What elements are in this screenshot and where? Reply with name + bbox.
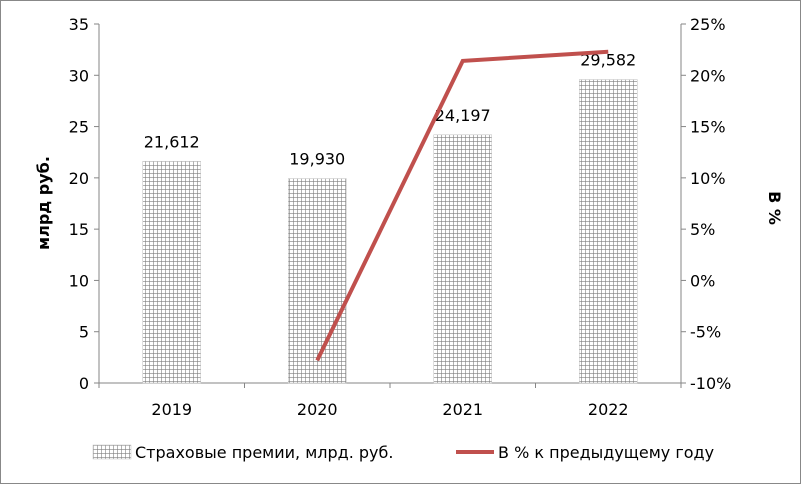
bar-2021: [434, 135, 492, 383]
y2-axis-title: В %: [765, 191, 784, 225]
x-tick-label: 2022: [588, 400, 629, 419]
data-label: 21,612: [144, 132, 200, 151]
y2-tick-label: -10%: [690, 374, 731, 393]
y2-tick-label: -5%: [690, 323, 721, 342]
legend-bar-swatch: [93, 445, 131, 459]
y-tick-label: 0: [79, 374, 89, 393]
bar-2020: [288, 179, 346, 383]
y2-tick-label: 25%: [690, 15, 726, 34]
bar-2022: [579, 80, 637, 383]
x-tick-label: 2019: [151, 400, 192, 419]
y-tick-label: 25: [69, 118, 89, 137]
y2-tick-label: 20%: [690, 66, 726, 85]
y-axis-title: млрд руб.: [34, 156, 53, 250]
y2-tick-label: 0%: [690, 271, 715, 290]
y2-tick-label: 10%: [690, 169, 726, 188]
legend-line-label: В % к предыдущему году: [498, 443, 714, 462]
legend-bar-label: Страховые премии, млрд. руб.: [135, 443, 393, 462]
bar-2019: [143, 161, 201, 383]
y-tick-label: 30: [69, 66, 89, 85]
x-tick-label: 2021: [442, 400, 483, 419]
y2-tick-label: 5%: [690, 220, 715, 239]
y2-tick-label: 15%: [690, 118, 726, 137]
data-label: 19,930: [289, 150, 345, 169]
data-label: 24,197: [435, 106, 491, 125]
y-tick-label: 5: [79, 323, 89, 342]
y-tick-label: 35: [69, 15, 89, 34]
y-tick-label: 20: [69, 169, 89, 188]
y-tick-label: 15: [69, 220, 89, 239]
y-tick-label: 10: [69, 271, 89, 290]
x-tick-label: 2020: [297, 400, 338, 419]
